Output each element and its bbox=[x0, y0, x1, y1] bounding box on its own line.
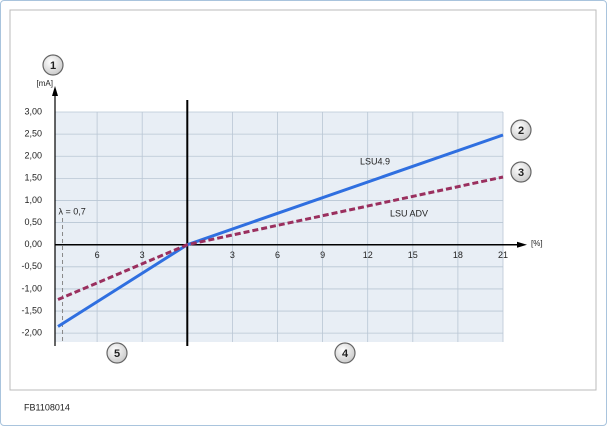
x-axis-arrow bbox=[517, 241, 527, 248]
y-tick-label: -0,50 bbox=[21, 261, 42, 271]
y-tick-label: 1,50 bbox=[24, 173, 42, 183]
y-axis-arrow bbox=[52, 86, 58, 96]
callout-number: 5 bbox=[114, 348, 120, 360]
y-tick-label: -2,00 bbox=[21, 328, 42, 338]
x-tick-label: 15 bbox=[408, 250, 418, 260]
callout-circle bbox=[510, 119, 532, 141]
callout-circle bbox=[42, 54, 64, 76]
x-unit: [%] bbox=[531, 239, 543, 248]
plot-area bbox=[55, 112, 503, 342]
x-tick-label: 21 bbox=[498, 250, 508, 260]
callout-number: 1 bbox=[50, 60, 56, 72]
callout-circle bbox=[334, 342, 356, 364]
x-tick-label: 6 bbox=[95, 250, 100, 260]
x-tick-label: 9 bbox=[320, 250, 325, 260]
x-tick-label: 12 bbox=[363, 250, 373, 260]
y-tick-label: -1,00 bbox=[21, 283, 42, 293]
callout-number: 4 bbox=[342, 348, 349, 360]
y-tick-label: 2,00 bbox=[24, 151, 42, 161]
y-tick-label: -1,50 bbox=[21, 305, 42, 315]
callout-number: 2 bbox=[518, 125, 524, 137]
callout-circle bbox=[510, 161, 532, 183]
x-tick-label: 3 bbox=[230, 250, 235, 260]
series-label: LSU ADV bbox=[390, 208, 428, 218]
y-unit: [mA] bbox=[37, 79, 53, 88]
series-label: LSU4.9 bbox=[360, 156, 390, 166]
callout-number: 3 bbox=[518, 167, 524, 179]
x-tick-label: 18 bbox=[453, 250, 463, 260]
lambda-label: λ = 0,7 bbox=[59, 206, 86, 216]
x-tick-label: 6 bbox=[275, 250, 280, 260]
figure-id: FB1108014 bbox=[24, 402, 70, 412]
series-line bbox=[57, 175, 504, 301]
y-tick-label: 0,50 bbox=[24, 217, 42, 227]
y-tick-label: 0,00 bbox=[24, 239, 42, 249]
y-tick-label: 2,50 bbox=[24, 128, 42, 138]
x-tick-label: 3 bbox=[140, 250, 145, 260]
callout-circle bbox=[106, 342, 128, 364]
y-tick-label: 3,00 bbox=[24, 106, 42, 116]
y-tick-label: 1,00 bbox=[24, 195, 42, 205]
